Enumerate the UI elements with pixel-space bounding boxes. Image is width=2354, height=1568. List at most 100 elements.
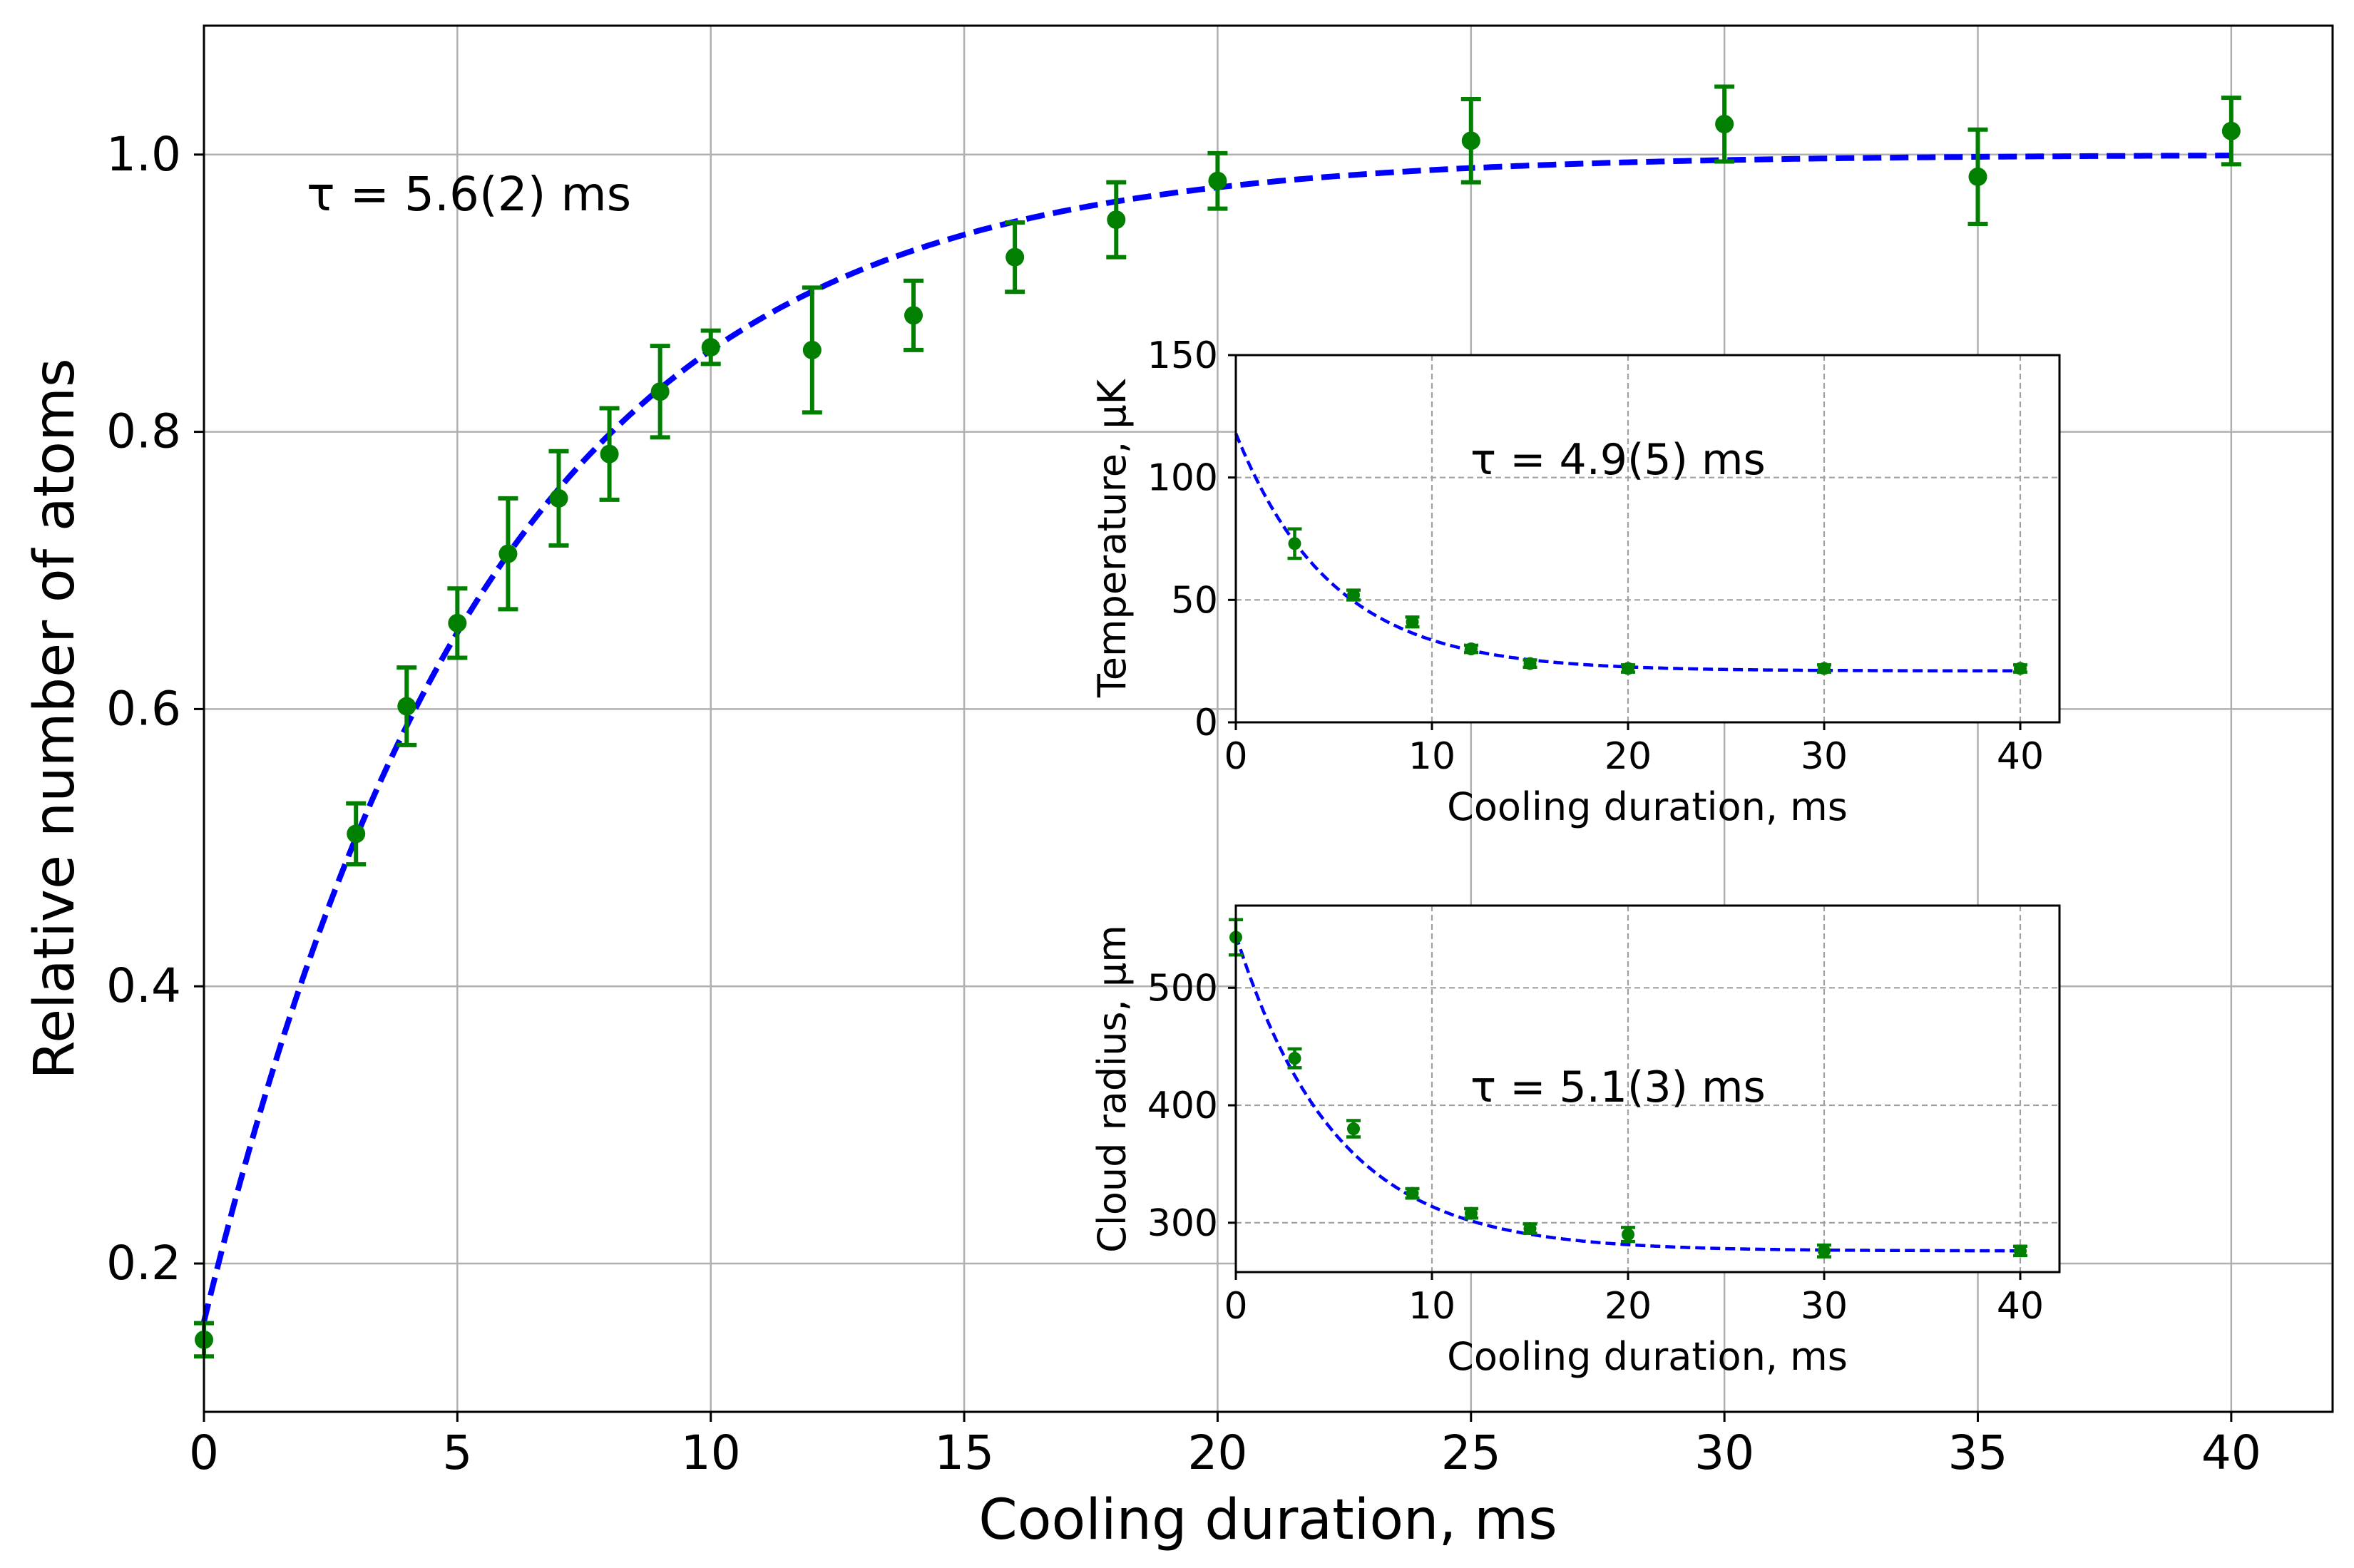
x-tick-label: 30 (1694, 1425, 1754, 1480)
data-point (1523, 657, 1537, 670)
temperature-y-axis-label: Temperature, μK (1090, 378, 1135, 698)
data-marker (448, 613, 467, 632)
data-point (1967, 127, 1988, 226)
data-marker (904, 306, 923, 325)
data-marker (1622, 1228, 1634, 1241)
data-marker (1523, 657, 1537, 670)
data-point (548, 449, 569, 548)
data-point (1287, 527, 1302, 560)
data-point (1817, 1243, 1831, 1259)
data-point (1207, 150, 1228, 211)
y-tick-label: 100 (1147, 457, 1218, 500)
x-tick-label: 10 (681, 1425, 741, 1480)
y-tick-label: 50 (1171, 579, 1218, 622)
data-marker (1107, 210, 1126, 230)
data-marker (1347, 588, 1360, 602)
data-point (1817, 662, 1831, 675)
main-axes-frame (203, 24, 2334, 1413)
main-y-axis-label: Relative number of atoms (23, 358, 87, 1079)
y-tick-label: 0.6 (106, 681, 181, 736)
data-marker (1461, 131, 1480, 150)
data-marker (498, 544, 518, 563)
radius-x-axis-label: Cooling duration, ms (1447, 1334, 1848, 1379)
data-marker (2221, 121, 2241, 140)
y-tick-label: 0.4 (106, 958, 181, 1013)
radius-y-axis-label: Cloud radius, μm (1090, 925, 1135, 1253)
data-marker (549, 488, 568, 508)
data-point (498, 496, 518, 612)
y-tick-label: 300 (1147, 1202, 1218, 1245)
data-marker (1347, 1122, 1360, 1136)
data-marker (802, 340, 822, 359)
data-point (700, 328, 721, 367)
radius-x-ticks: 0 10 20 30 40 (1224, 1272, 2044, 1328)
data-marker (1288, 1052, 1301, 1065)
data-point (1106, 180, 1127, 260)
data-marker (1288, 537, 1301, 550)
data-marker (1208, 171, 1227, 190)
x-tick-label: 40 (2201, 1425, 2261, 1480)
data-marker (1465, 1206, 1478, 1220)
data-marker (1818, 662, 1831, 675)
temperature-x-ticks: 0 10 20 30 40 (1224, 722, 2044, 778)
y-tick-label: 150 (1147, 334, 1218, 377)
radius-tau-annotation: τ = 5.1(3) ms (1470, 1062, 1766, 1112)
main-y-ticks: 0.2 0.4 0.6 0.8 1.0 (106, 127, 204, 1291)
fit-curve (1234, 934, 2020, 1253)
x-tick-label: 20 (1605, 1285, 1652, 1328)
x-tick-label: 0 (189, 1425, 219, 1480)
data-point (1346, 588, 1361, 602)
temperature-data-points (1287, 527, 2027, 675)
y-tick-label: 0.8 (106, 404, 181, 459)
data-marker (701, 338, 720, 357)
data-marker (1715, 115, 1734, 134)
data-point (599, 406, 620, 502)
temperature-x-axis-label: Cooling duration, ms (1447, 784, 1848, 829)
radius-inset-frame (1234, 904, 2061, 1274)
data-point (1464, 1206, 1478, 1220)
x-tick-label: 10 (1408, 735, 1455, 778)
data-point (1405, 1187, 1420, 1200)
data-marker (2014, 662, 2027, 675)
temperature-y-ticks: 0 50 100 150 (1147, 334, 1236, 744)
data-point (1523, 1222, 1537, 1236)
data-point (346, 801, 367, 867)
data-point (1346, 1119, 1361, 1139)
y-tick-label: 1.0 (106, 127, 181, 182)
x-tick-label: 25 (1441, 1425, 1501, 1480)
data-point (2013, 1244, 2027, 1258)
data-marker (650, 382, 670, 401)
data-marker (397, 697, 416, 716)
main-data-points (194, 84, 2241, 1359)
x-tick-label: 0 (1224, 1285, 1247, 1328)
data-marker (1523, 1222, 1537, 1236)
x-tick-label: 15 (934, 1425, 994, 1480)
y-tick-label: 0.2 (106, 1236, 181, 1291)
y-tick-label: 0 (1194, 702, 1218, 744)
data-point (396, 665, 417, 747)
radius-fit-curve (1234, 934, 2020, 1253)
data-marker (2014, 1244, 2027, 1258)
data-marker (1005, 247, 1025, 267)
data-marker (1465, 642, 1478, 655)
data-marker (347, 824, 366, 844)
temperature-inset-background (1236, 355, 2059, 722)
data-point (802, 285, 822, 415)
x-tick-label: 20 (1605, 735, 1652, 778)
main-x-ticks: 0 5 10 15 20 25 30 35 40 (189, 1412, 2261, 1480)
data-point (1405, 615, 1420, 629)
data-point (2013, 662, 2027, 675)
data-marker (1818, 1244, 1831, 1258)
temperature-fit-curve (1234, 433, 2020, 673)
data-point (1464, 642, 1478, 655)
y-tick-label: 400 (1147, 1085, 1218, 1127)
data-marker (1406, 615, 1419, 629)
radius-data-points (1229, 918, 2027, 1259)
data-point (904, 278, 923, 352)
radius-inset-background (1236, 906, 2059, 1272)
x-tick-label: 40 (1997, 1285, 2044, 1328)
data-point (1287, 1047, 1302, 1070)
data-marker (1406, 1187, 1419, 1200)
